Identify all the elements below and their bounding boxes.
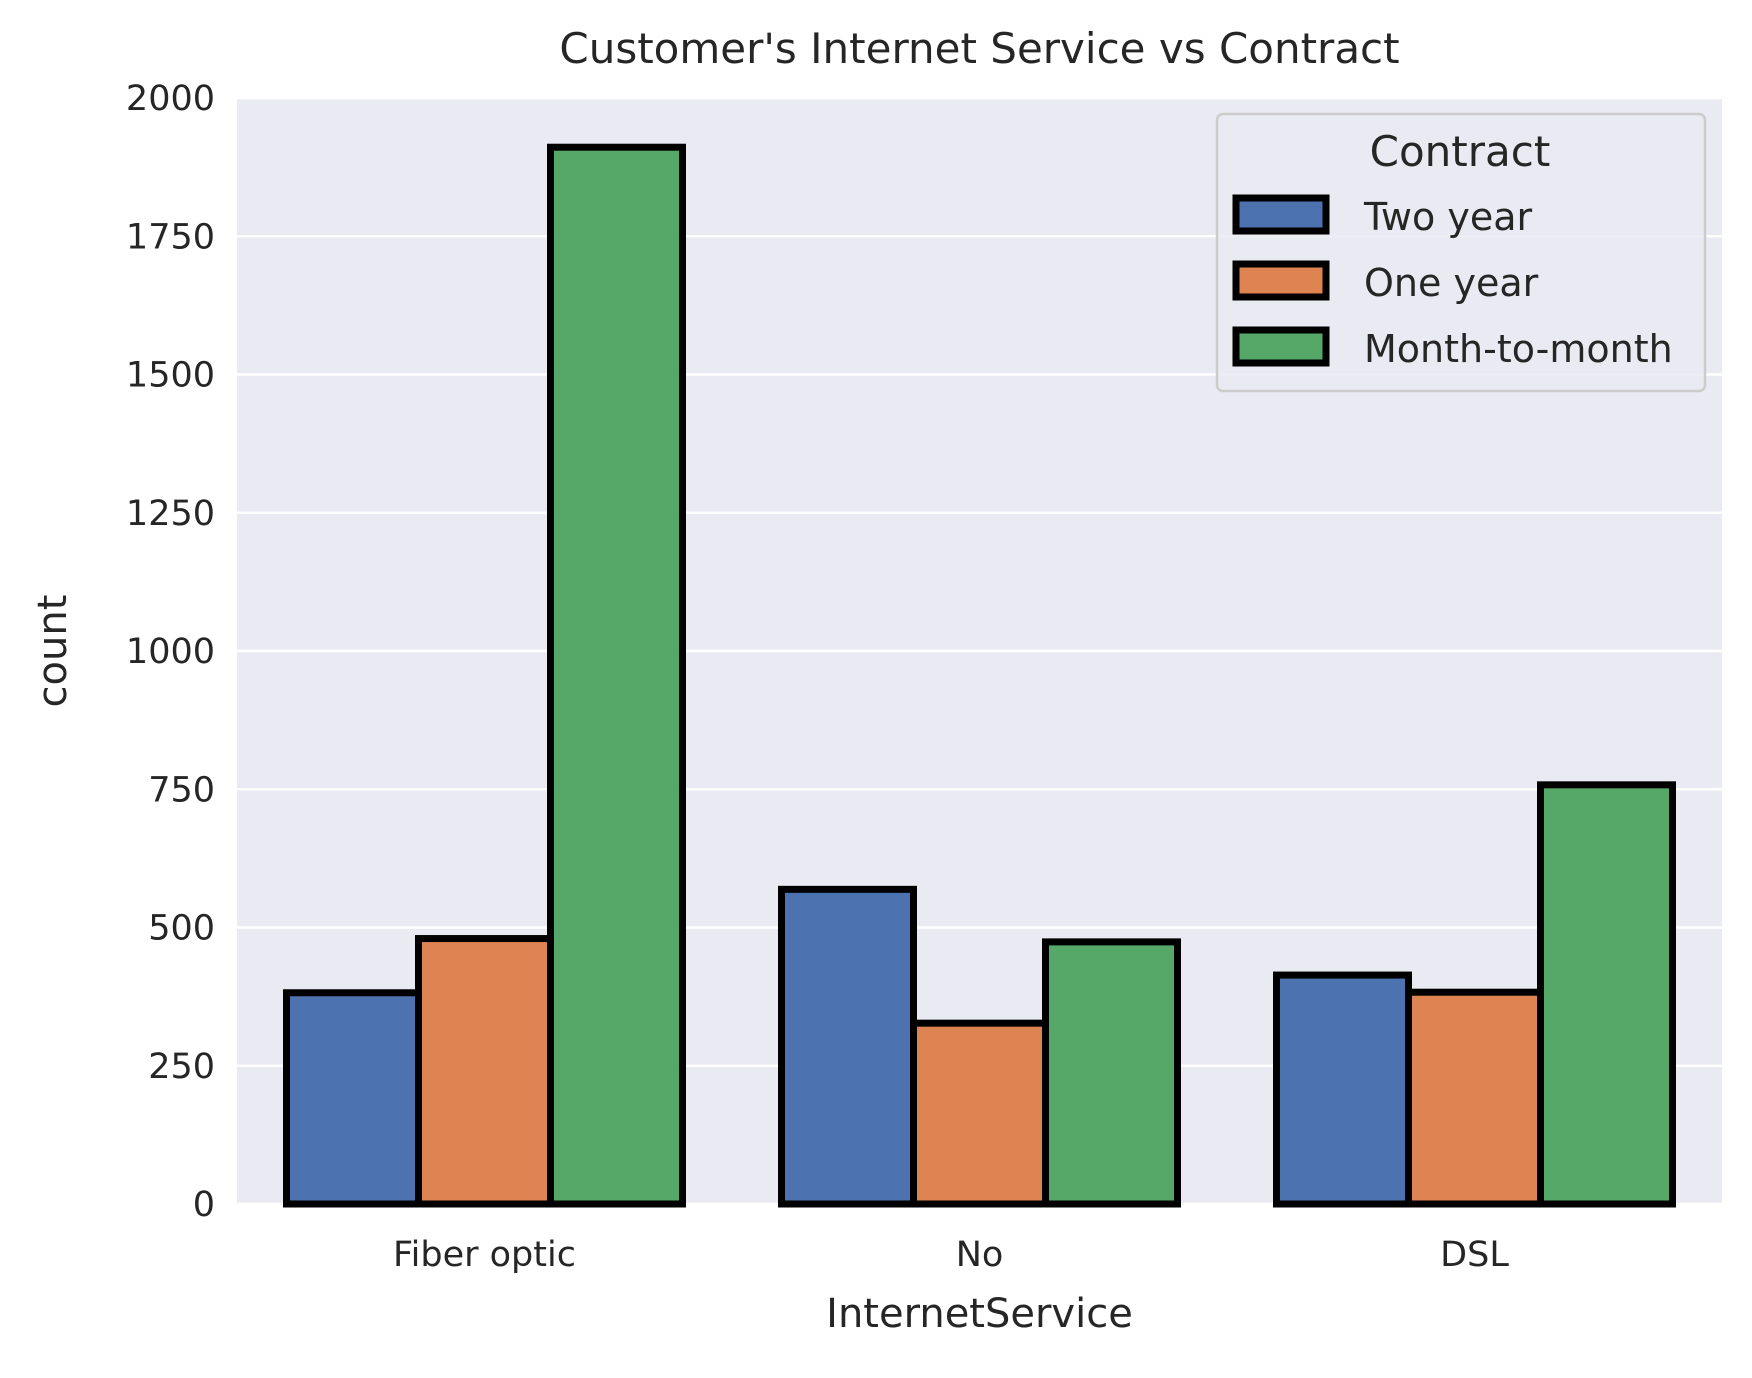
bar-month-to-month-no — [1042, 938, 1181, 1208]
x-axis-ticks: Fiber optic No DSL — [393, 1235, 1509, 1275]
bars — [283, 143, 1676, 1208]
y-tick-label: 500 — [148, 909, 215, 949]
bar-one-year-no — [910, 1019, 1049, 1208]
y-axis-label: count — [30, 595, 76, 708]
chart-title: Customer's Internet Service vs Contract — [559, 24, 1399, 73]
legend-title: Contract — [1370, 127, 1551, 176]
y-tick-label: 1250 — [126, 494, 215, 534]
y-tick-label: 0 — [193, 1185, 215, 1225]
legend-items: Two year One year Month-to-month — [1232, 194, 1673, 371]
bar-one-year-dsl — [1405, 988, 1544, 1208]
legend-label: Two year — [1363, 195, 1532, 239]
x-tick-label: Fiber optic — [393, 1235, 576, 1275]
legend-swatch — [1232, 194, 1330, 235]
y-tick-label: 1500 — [126, 356, 215, 396]
legend-label: One year — [1364, 261, 1539, 305]
y-tick-label: 250 — [148, 1047, 215, 1087]
bar-two-year-dsl — [1273, 971, 1412, 1208]
bar-month-to-month-fiber-optic — [547, 143, 686, 1208]
legend-label: Month-to-month — [1364, 327, 1673, 371]
y-tick-label: 2000 — [126, 79, 215, 119]
y-tick-label: 1000 — [126, 632, 215, 672]
bar-two-year-no — [778, 885, 917, 1208]
bar-two-year-fiber-optic — [283, 989, 422, 1208]
y-tick-label: 1750 — [126, 217, 215, 257]
x-tick-label: DSL — [1440, 1235, 1509, 1275]
x-axis-label: InternetService — [826, 1291, 1133, 1337]
legend-swatch — [1232, 260, 1330, 301]
bar-one-year-fiber-optic — [415, 935, 554, 1208]
x-tick-label: No — [956, 1235, 1004, 1275]
legend-box — [1215, 112, 1707, 393]
y-axis-ticks: 0 250 500 750 1000 1250 1500 1750 2000 — [126, 79, 215, 1225]
legend-swatch — [1232, 326, 1330, 367]
bar-month-to-month-dsl — [1537, 781, 1676, 1208]
y-tick-label: 750 — [148, 770, 215, 810]
legend: Contract Two year One year Month-to-month — [1215, 112, 1707, 393]
